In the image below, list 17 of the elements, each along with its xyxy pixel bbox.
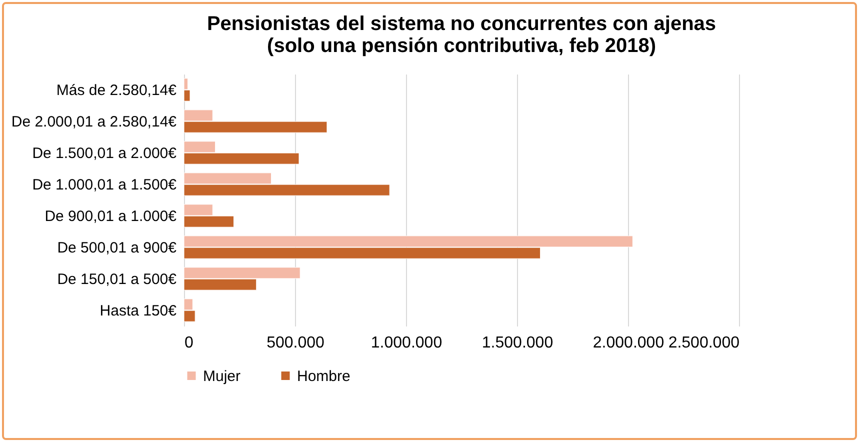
x-tick-label: 1.000.000: [370, 334, 442, 352]
chart-title: Pensionistas del sistema no concurrentes con ajenas (solo una pensión contributiva, feb 2018): [206, 13, 716, 57]
x-tick-label: 2.500.000: [668, 334, 740, 352]
x-tick-label: 2.000.000: [592, 334, 664, 352]
y-tick-label: De 1.500,01 a 2.000€: [32, 144, 178, 162]
y-tick-label: De 500,01 a 900€: [57, 239, 178, 256]
legend-label: Hombre: [297, 368, 350, 385]
y-tick-label: De 1.000,01 a 1.500€: [32, 176, 178, 194]
y-tick-label: Hasta 150€: [100, 302, 178, 320]
y-tick-label: De 150,01 a 500€: [57, 270, 178, 288]
x-tick-label: 500.000: [266, 334, 325, 352]
y-tick-label: Más de 2.580,14€: [56, 82, 178, 99]
legend-label: Mujer: [203, 368, 241, 385]
y-tick-label: De 2.000,01 a 2.580,14€: [11, 113, 178, 130]
y-tick-label: De 900,01 a 1.000€: [44, 208, 178, 225]
x-tick-label: 0: [184, 334, 194, 352]
x-tick-label: 1.500.000: [482, 334, 554, 352]
